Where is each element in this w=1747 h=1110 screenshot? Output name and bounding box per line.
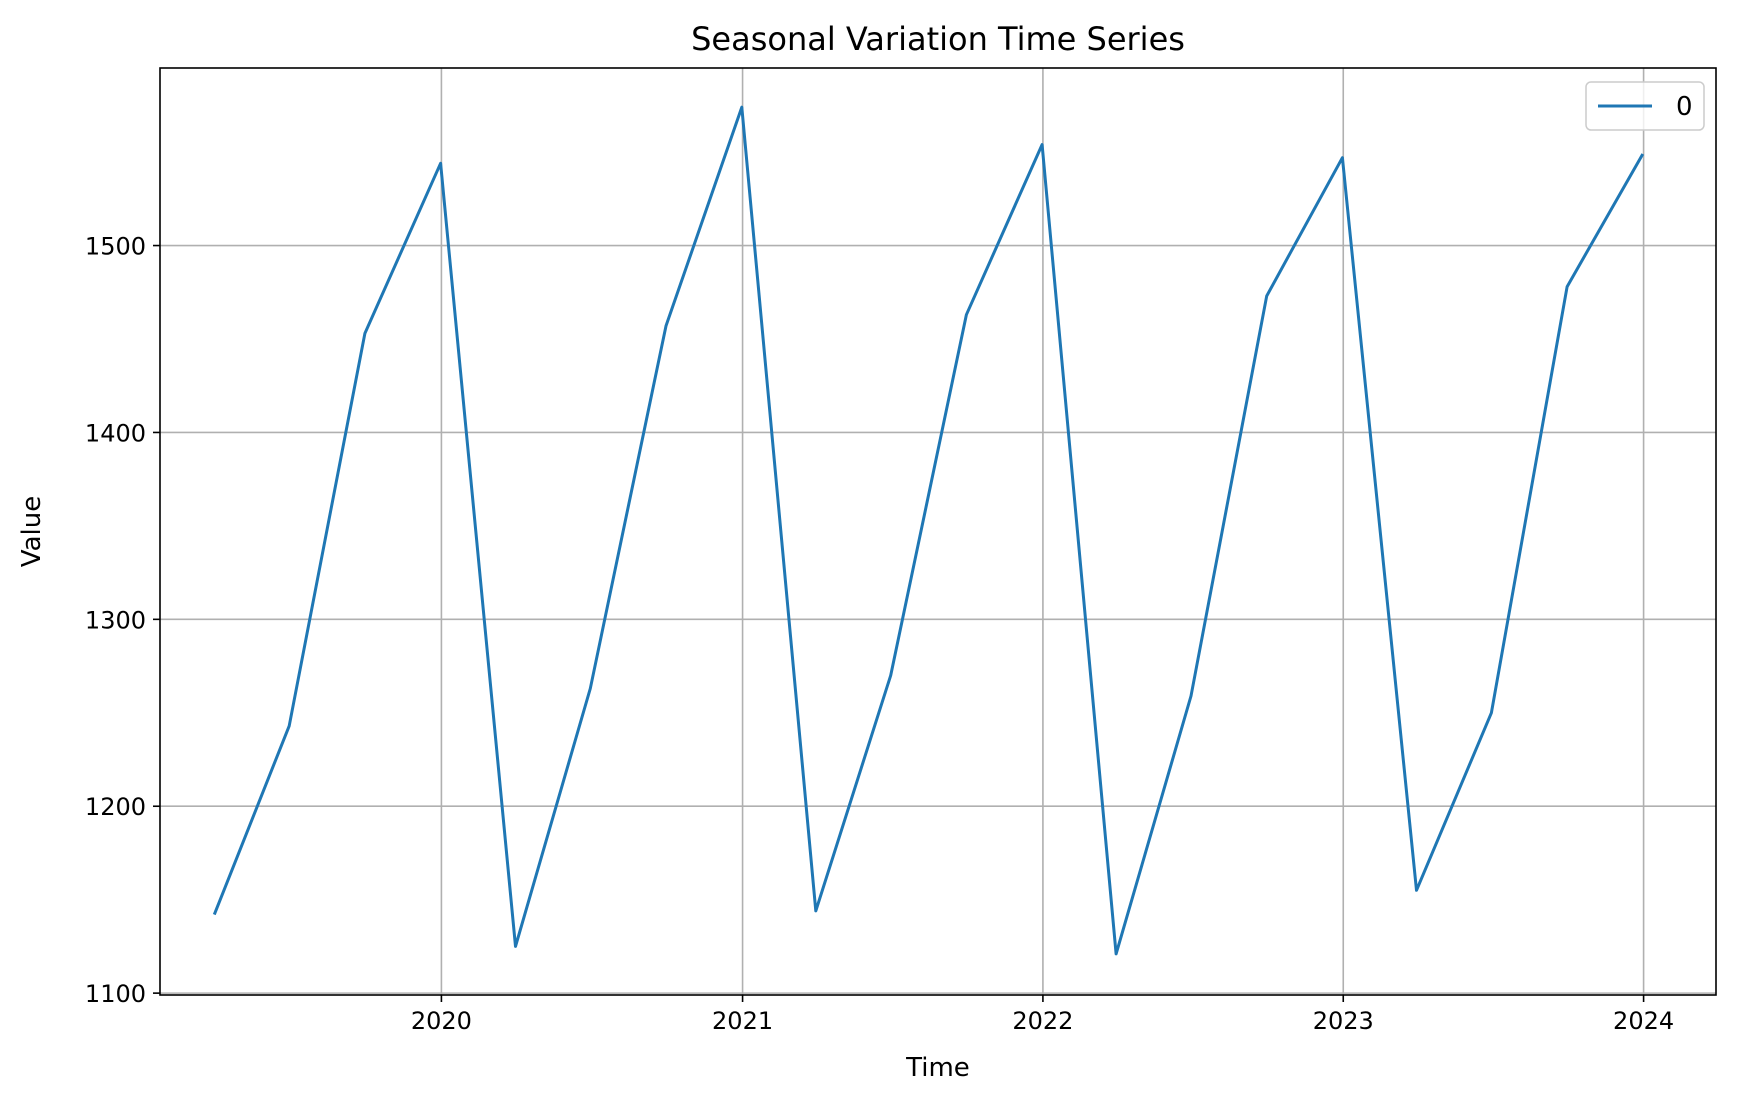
data-point <box>814 909 818 913</box>
y-tick-label: 1500 <box>85 233 146 261</box>
data-point <box>287 724 291 728</box>
x-tick-label: 2024 <box>1613 1007 1674 1035</box>
y-tick-label: 1300 <box>85 606 146 634</box>
series-line <box>212 105 1645 956</box>
x-tick-label: 2023 <box>1313 1007 1374 1035</box>
data-point <box>439 161 443 165</box>
data-point <box>363 331 367 335</box>
data-point <box>1340 156 1344 160</box>
y-tick-label: 1200 <box>85 793 146 821</box>
data-point <box>1189 694 1193 698</box>
ticks: 2020 2021 2022 2023 2024 1100 1200 1300 1400 1500 <box>85 233 1674 1035</box>
data-point <box>889 673 893 677</box>
plot-frame <box>159 67 1717 996</box>
data-point <box>740 105 744 109</box>
y-tick-label: 1400 <box>85 419 146 447</box>
y-tick-label: 1100 <box>85 980 146 1008</box>
data-point <box>1565 285 1569 289</box>
x-tick-label: 2022 <box>1012 1007 1073 1035</box>
data-point <box>212 913 216 917</box>
x-tick-label: 2020 <box>411 1007 472 1035</box>
x-axis-label: Time <box>905 1053 970 1083</box>
data-point <box>1265 294 1269 298</box>
data-point <box>1040 143 1044 147</box>
y-axis-label: Value <box>17 496 47 567</box>
data-point <box>1489 711 1493 715</box>
data-point <box>513 944 517 948</box>
legend-label: 0 <box>1676 92 1693 122</box>
data-point <box>1414 888 1418 892</box>
data-point <box>964 313 968 317</box>
data-point <box>1114 952 1118 956</box>
grid <box>160 68 1716 995</box>
data-point <box>664 324 668 328</box>
x-tick-label: 2021 <box>712 1007 773 1035</box>
data-point <box>588 686 592 690</box>
legend: 0 <box>1585 81 1705 131</box>
data-point <box>1641 152 1645 156</box>
series-layer <box>212 105 1645 956</box>
chart-title: Seasonal Variation Time Series <box>691 20 1185 58</box>
